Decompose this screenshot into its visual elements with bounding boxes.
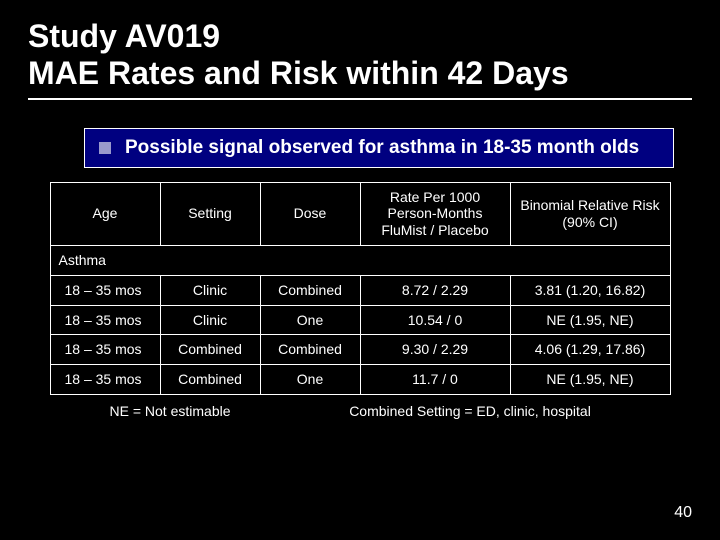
col-header-risk: Binomial Relative Risk (90% CI) bbox=[510, 182, 670, 245]
title-underline bbox=[28, 98, 692, 100]
bullet-square-icon bbox=[99, 142, 111, 154]
cell-dose: Combined bbox=[260, 335, 360, 365]
cell-risk: NE (1.95, NE) bbox=[510, 365, 670, 395]
footnote-ne: NE = Not estimable bbox=[50, 403, 270, 419]
cell-rate: 11.7 / 0 bbox=[360, 365, 510, 395]
page-number: 40 bbox=[674, 504, 692, 522]
footnote-combined: Combined Setting = ED, clinic, hospital bbox=[270, 403, 670, 419]
col-header-age: Age bbox=[50, 182, 160, 245]
cell-age: 18 – 35 mos bbox=[50, 275, 160, 305]
table-row: 18 – 35 mos Clinic One 10.54 / 0 NE (1.9… bbox=[50, 305, 670, 335]
cell-age: 18 – 35 mos bbox=[50, 365, 160, 395]
table-row: 18 – 35 mos Clinic Combined 8.72 / 2.29 … bbox=[50, 275, 670, 305]
slide: Study AV019 MAE Rates and Risk within 42… bbox=[0, 0, 720, 540]
table-row: 18 – 35 mos Combined One 11.7 / 0 NE (1.… bbox=[50, 365, 670, 395]
cell-dose: One bbox=[260, 365, 360, 395]
data-table: Age Setting Dose Rate Per 1000 Person-Mo… bbox=[50, 182, 671, 395]
table-section-label: Asthma bbox=[50, 245, 670, 275]
bullet-callout: Possible signal observed for asthma in 1… bbox=[84, 128, 674, 168]
cell-setting: Clinic bbox=[160, 275, 260, 305]
cell-setting: Combined bbox=[160, 365, 260, 395]
cell-rate: 8.72 / 2.29 bbox=[360, 275, 510, 305]
bullet-text: Possible signal observed for asthma in 1… bbox=[125, 137, 639, 159]
table-section-row: Asthma bbox=[50, 245, 670, 275]
cell-age: 18 – 35 mos bbox=[50, 335, 160, 365]
slide-title: Study AV019 MAE Rates and Risk within 42… bbox=[28, 18, 692, 92]
cell-age: 18 – 35 mos bbox=[50, 305, 160, 335]
col-header-dose: Dose bbox=[260, 182, 360, 245]
col-header-rate: Rate Per 1000 Person-Months FluMist / Pl… bbox=[360, 182, 510, 245]
table-row: 18 – 35 mos Combined Combined 9.30 / 2.2… bbox=[50, 335, 670, 365]
cell-setting: Combined bbox=[160, 335, 260, 365]
cell-risk: 3.81 (1.20, 16.82) bbox=[510, 275, 670, 305]
cell-risk: 4.06 (1.29, 17.86) bbox=[510, 335, 670, 365]
cell-dose: Combined bbox=[260, 275, 360, 305]
cell-rate: 9.30 / 2.29 bbox=[360, 335, 510, 365]
title-line-1: Study AV019 bbox=[28, 18, 220, 54]
title-line-2: MAE Rates and Risk within 42 Days bbox=[28, 55, 569, 91]
cell-rate: 10.54 / 0 bbox=[360, 305, 510, 335]
cell-setting: Clinic bbox=[160, 305, 260, 335]
col-header-setting: Setting bbox=[160, 182, 260, 245]
footnote-row: NE = Not estimable Combined Setting = ED… bbox=[50, 403, 670, 419]
table-header-row: Age Setting Dose Rate Per 1000 Person-Mo… bbox=[50, 182, 670, 245]
cell-dose: One bbox=[260, 305, 360, 335]
cell-risk: NE (1.95, NE) bbox=[510, 305, 670, 335]
